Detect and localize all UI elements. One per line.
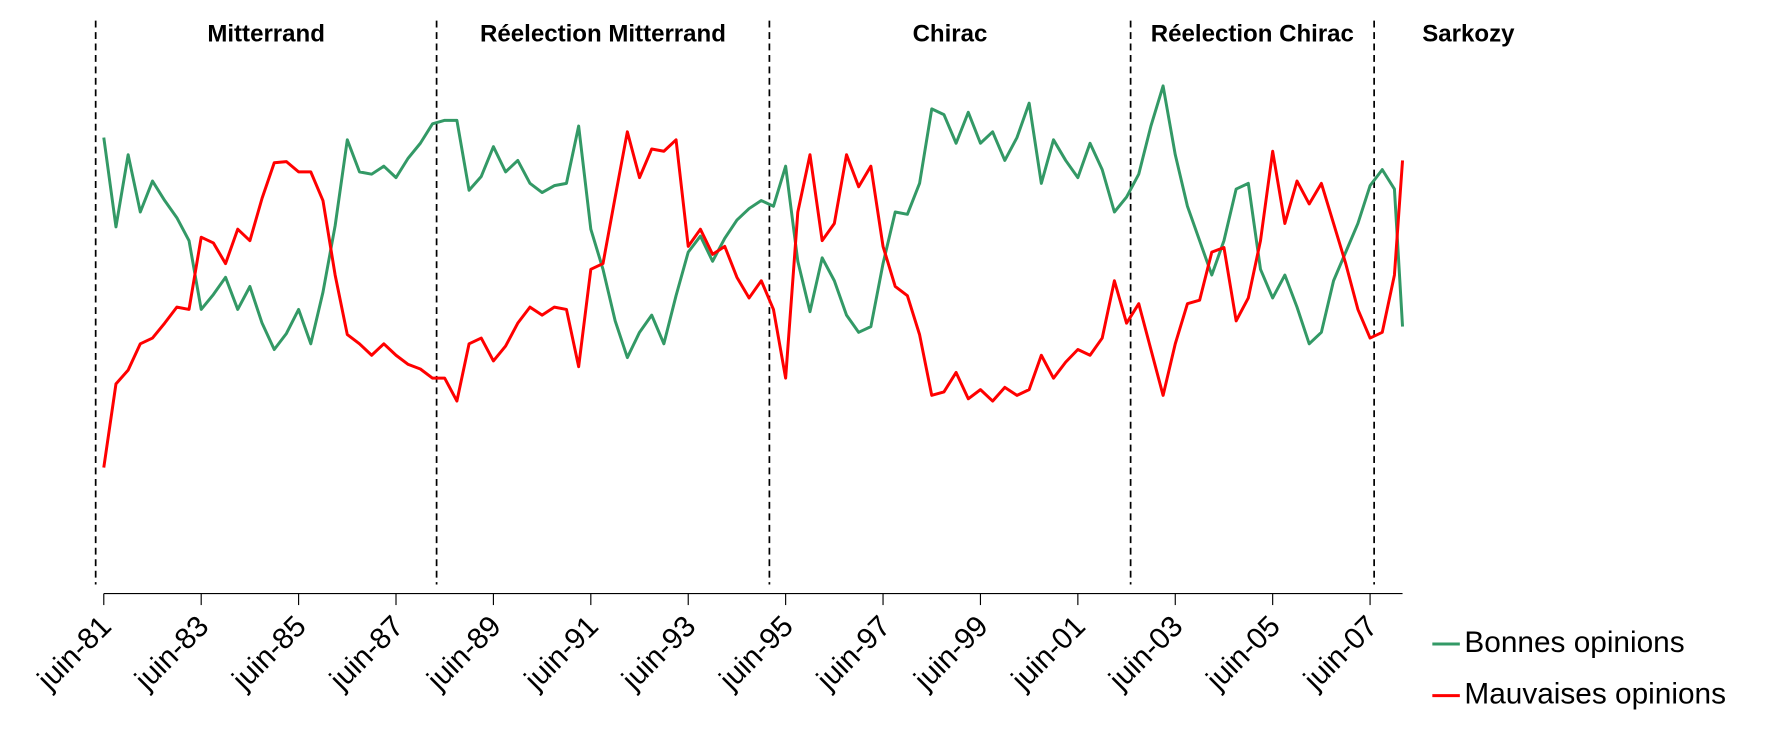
series-line — [102, 84, 1405, 360]
period-label: Sarkozy — [1422, 20, 1515, 47]
period-label: Mitterrand — [207, 20, 325, 47]
x-tick-label: juin-95 — [712, 610, 799, 697]
x-tick-label: juin-81 — [31, 610, 118, 697]
x-tick-label: juin-83 — [128, 610, 215, 697]
legend-label: Mauvaises opinions — [1464, 677, 1726, 710]
x-tick-label: juin-89 — [420, 610, 507, 697]
x-tick-label: juin-07 — [1297, 610, 1384, 697]
period-label: Réelection Mitterrand — [480, 20, 726, 47]
x-tick-label: juin-85 — [225, 610, 312, 697]
series-line — [102, 130, 1405, 468]
x-tick-label: juin-05 — [1200, 610, 1287, 697]
period-label: Réelection Chirac — [1151, 20, 1354, 47]
x-tick-label: juin-99 — [907, 610, 994, 697]
x-tick-label: juin-97 — [810, 610, 897, 697]
legend-label: Bonnes opinions — [1464, 626, 1684, 659]
x-tick-label: juin-01 — [1005, 610, 1092, 697]
x-tick-label: juin-87 — [323, 610, 410, 697]
period-label: Chirac — [913, 20, 988, 47]
x-tick-label: juin-93 — [615, 610, 702, 697]
x-tick-label: juin-91 — [518, 610, 605, 697]
x-tick-label: juin-03 — [1102, 610, 1189, 697]
